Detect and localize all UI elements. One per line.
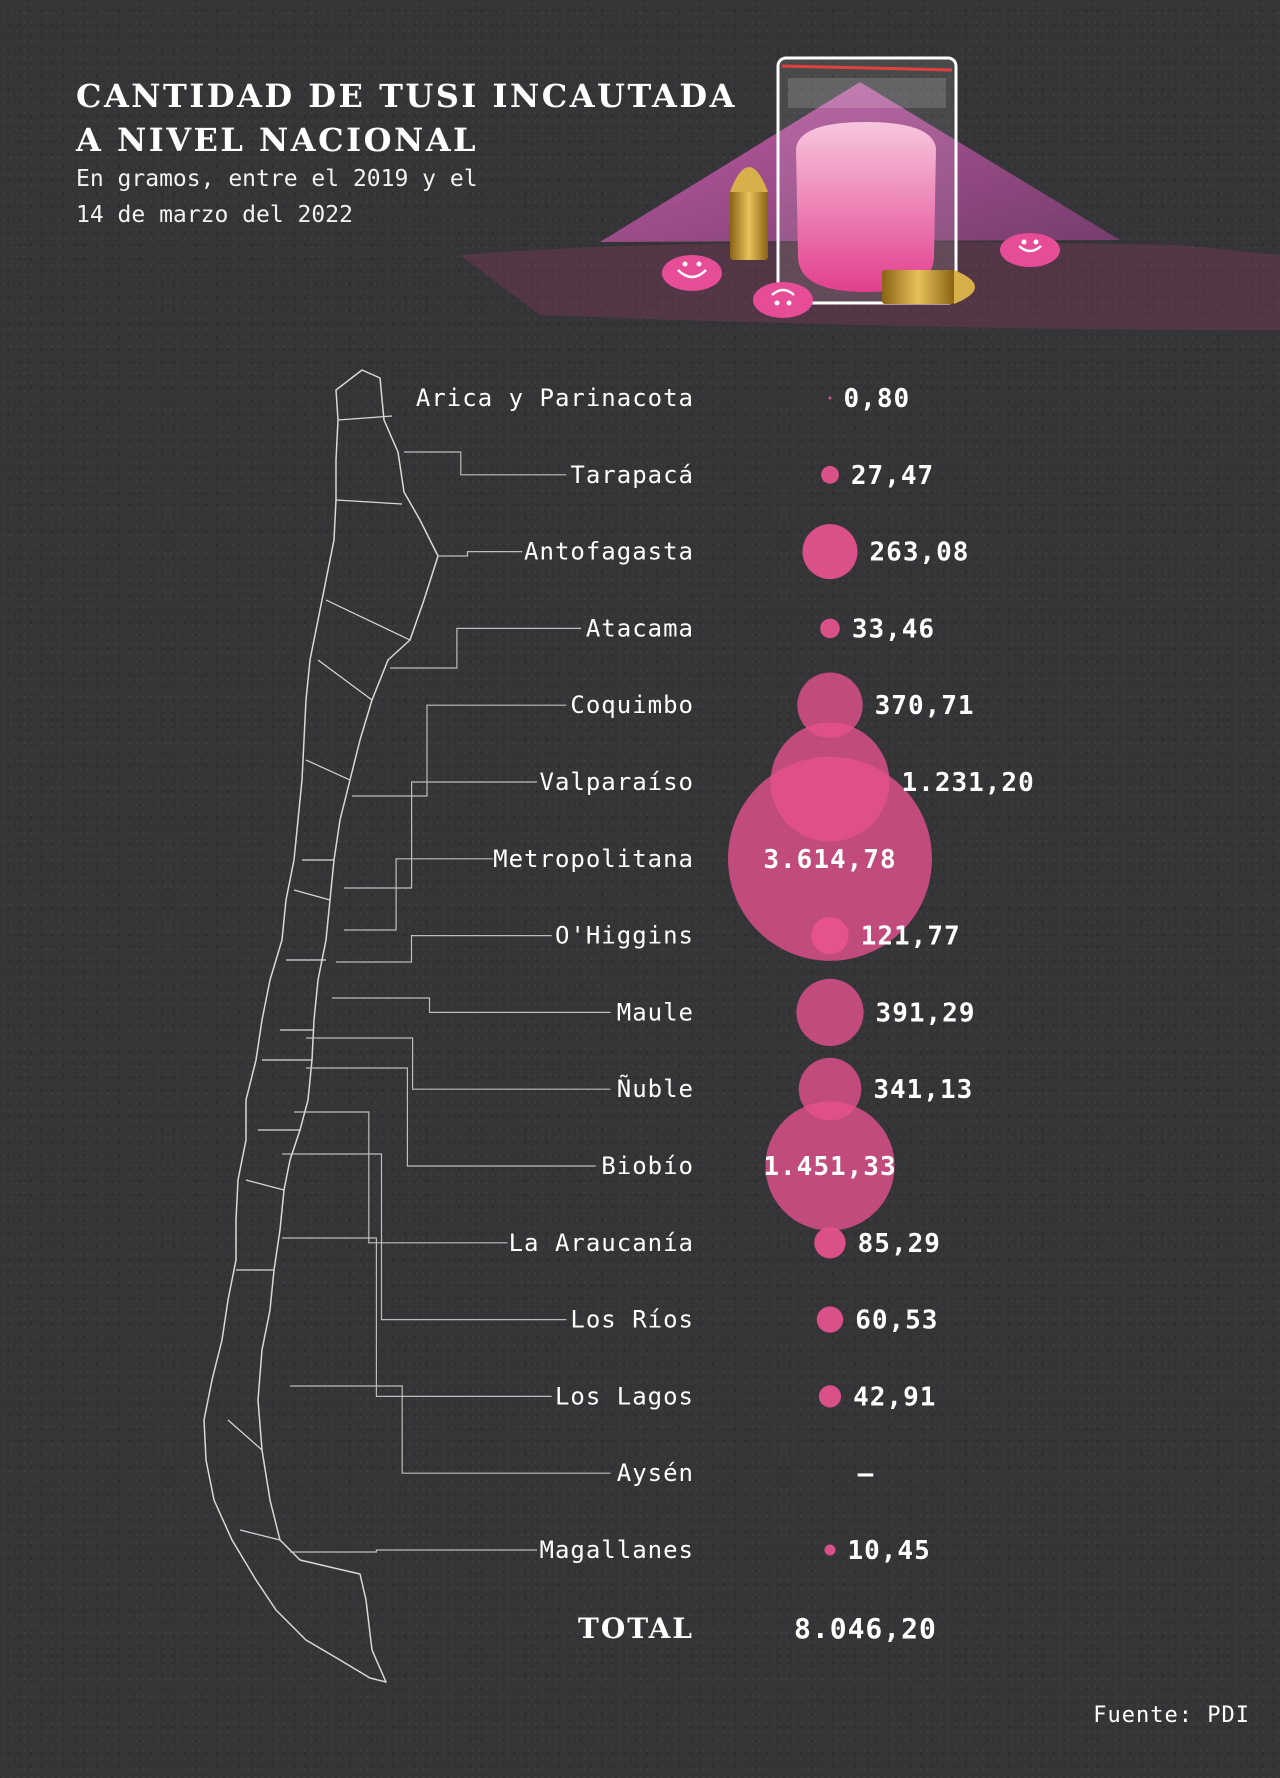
- leader-line: [344, 781, 537, 889]
- region-label: Biobío: [601, 1152, 694, 1180]
- total-label: TOTAL: [578, 1612, 694, 1645]
- leader-lines: [282, 451, 611, 1553]
- leader-line: [290, 1385, 611, 1474]
- value-label: 1.451,33: [763, 1152, 896, 1182]
- value-label: 3.614,78: [763, 845, 896, 875]
- value-label: 10,45: [847, 1536, 930, 1566]
- value-labels: 0,80 27,47 263,08 33,46 370,71 1.231,20 3.614,…: [763, 384, 1035, 1566]
- chile-map: [203, 369, 439, 1683]
- value-label: 370,71: [875, 691, 975, 721]
- bubble: [814, 1227, 846, 1259]
- leader-line: [404, 451, 567, 476]
- value-label: 42,91: [853, 1382, 936, 1412]
- chile-region-borders: [227, 415, 411, 1541]
- bag-icon: [776, 56, 958, 305]
- pill-icon: [1000, 233, 1060, 267]
- region-label: Metropolitana: [493, 845, 694, 873]
- bubble: [816, 1306, 844, 1333]
- total-value: 8.046,20: [794, 1612, 937, 1645]
- value-label: 121,77: [861, 922, 961, 952]
- bubble: [802, 524, 858, 580]
- leader-line: [344, 858, 493, 931]
- value-label: 391,29: [876, 998, 976, 1028]
- bubble: [811, 916, 849, 955]
- powder-bag-illustration: [460, 56, 1280, 330]
- value-label: 263,08: [870, 538, 970, 568]
- leader-line: [290, 1549, 537, 1553]
- bubble: [824, 1544, 836, 1556]
- bullet-icon: [730, 167, 768, 260]
- bubble: [818, 1385, 842, 1408]
- value-label: 1.231,20: [902, 768, 1035, 798]
- bubble: [796, 978, 864, 1046]
- value-label: 85,29: [858, 1229, 941, 1259]
- bubble: [828, 396, 832, 400]
- region-label: Aysén: [617, 1459, 694, 1487]
- region-label: Tarapacá: [570, 461, 694, 489]
- pill-icon: [662, 255, 722, 291]
- value-label: 341,13: [873, 1075, 973, 1105]
- value-label: 60,53: [855, 1306, 938, 1336]
- value-label: 33,46: [852, 614, 935, 644]
- bubble: [765, 1101, 895, 1231]
- chart-title: CANTIDAD DE TUSI INCAUTADA A NIVEL NACIO…: [76, 74, 756, 162]
- region-label: Arica y Parinacota: [416, 384, 694, 412]
- value-label: –: [858, 1459, 875, 1489]
- bubble: [728, 756, 932, 961]
- value-label: 0,80: [844, 384, 911, 414]
- region-label: Maule: [617, 998, 694, 1026]
- region-label: Antofagasta: [524, 538, 694, 566]
- value-label: 27,47: [851, 461, 934, 491]
- leader-line: [294, 1111, 508, 1244]
- region-label: Valparaíso: [540, 768, 695, 796]
- leader-line: [390, 627, 582, 669]
- bubble: [821, 465, 839, 484]
- region-label: O'Higgins: [555, 922, 694, 950]
- subtitle-line-2: 14 de marzo del 2022: [76, 202, 353, 228]
- pill-icon: [753, 282, 813, 318]
- leader-line: [352, 704, 567, 797]
- title-line-2: A NIVEL NACIONAL: [76, 121, 479, 159]
- region-label: Los Ríos: [570, 1306, 694, 1334]
- region-label: Ñuble: [617, 1073, 694, 1103]
- bubble: [797, 672, 863, 738]
- subtitle-line-1: En gramos, entre el 2019 y el: [76, 166, 478, 192]
- leader-line: [332, 997, 611, 1013]
- leader-line: [306, 1037, 611, 1090]
- leader-line: [282, 1237, 552, 1397]
- leader-line: [282, 1153, 567, 1321]
- source-note: Fuente: PDI: [1093, 1703, 1250, 1728]
- leader-line: [438, 551, 523, 557]
- chart-subtitle: En gramos, entre el 2019 y el 14 de marz…: [76, 161, 596, 233]
- bullet-icon: [882, 270, 975, 304]
- region-label: Atacama: [586, 614, 694, 642]
- title-line-1: CANTIDAD DE TUSI INCAUTADA: [76, 77, 737, 115]
- bubbles: [728, 396, 932, 1556]
- region-label: Magallanes: [540, 1536, 695, 1564]
- region-label: Los Lagos: [555, 1382, 694, 1410]
- region-labels: Arica y Parinacota Tarapacá Antofagasta Ata…: [416, 384, 695, 1564]
- bubble: [820, 618, 840, 639]
- leader-line: [336, 935, 552, 963]
- region-label: La Araucanía: [509, 1229, 694, 1257]
- leader-line: [306, 1067, 596, 1167]
- region-label: Coquimbo: [570, 691, 694, 719]
